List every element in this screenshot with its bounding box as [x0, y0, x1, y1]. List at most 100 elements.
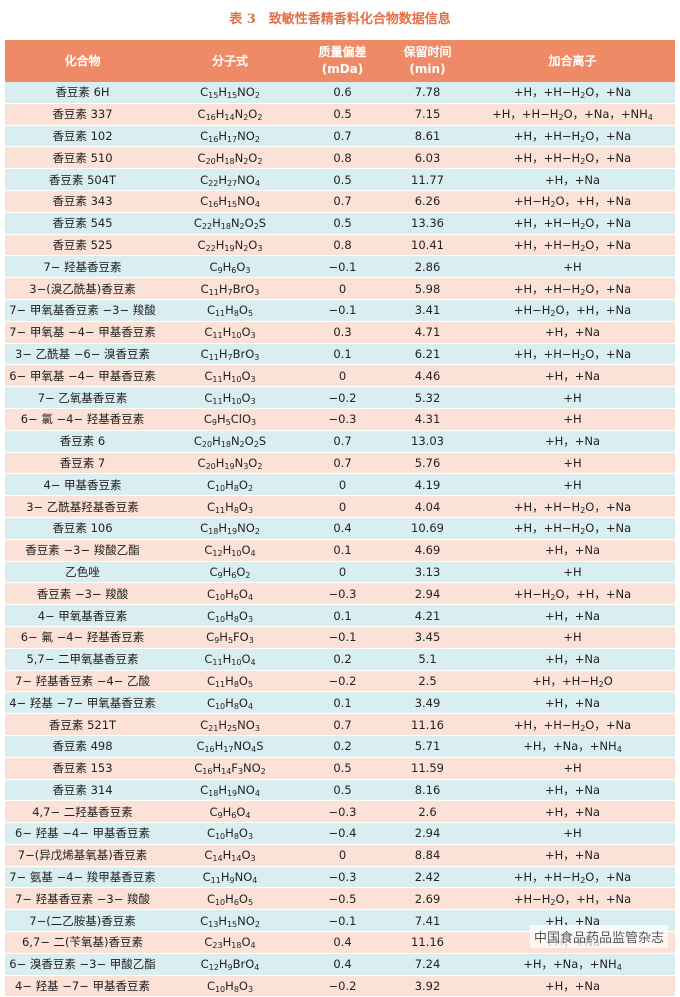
- table-cell: C11H8O5: [160, 299, 300, 322]
- table-cell: 4.04: [385, 495, 470, 518]
- table-cell: 6.26: [385, 190, 470, 213]
- table-cell: 3.41: [385, 299, 470, 322]
- table-cell: +H，+H−H2O，+Na: [470, 125, 675, 148]
- table-cell: +H: [470, 626, 675, 649]
- table-cell: 11.77: [385, 168, 470, 191]
- table-cell: −0.3: [300, 582, 385, 606]
- table-row: 4− 羟基 −7− 甲氧基香豆素 C10H8O4 0.1 3.49 +H，+Na: [5, 691, 675, 715]
- table-cell: 3.45: [385, 626, 470, 649]
- table-cell: +H−H2O，+H，+Na: [470, 887, 675, 911]
- table-cell: 6,7− 二(苄氧基)香豆素: [5, 931, 160, 954]
- table-row: 香豆素 6H C15H15NO2 0.6 7.78 +H，+H−H2O，+Na: [5, 82, 675, 104]
- table-cell: +H，+Na: [470, 648, 675, 671]
- table-cell: C10H6O4: [160, 582, 300, 606]
- table-cell: 13.03: [385, 430, 470, 453]
- table-cell: 4.69: [385, 539, 470, 562]
- table-cell: 6− 甲氧基 −4− 甲基香豆素: [5, 364, 160, 388]
- table-cell: 10.41: [385, 234, 470, 257]
- table-cell: C10H8O2: [160, 473, 300, 497]
- table-cell: +H: [470, 386, 675, 409]
- table-cell: +H，+Na: [470, 975, 675, 997]
- table-cell: 0.4: [300, 953, 385, 976]
- table-cell: 13.36: [385, 212, 470, 235]
- table-cell: 0.7: [300, 713, 385, 736]
- table-cell: 0.8: [300, 234, 385, 257]
- table-cell: C22H18N2O2S: [160, 212, 300, 235]
- table-cell: +H，+H−H2O，+Na: [470, 713, 675, 736]
- table-cell: 香豆素 106: [5, 517, 160, 540]
- table-cell: C21H25NO3: [160, 713, 300, 736]
- table-cell: 2.94: [385, 582, 470, 606]
- table-cell: C11H10O3: [160, 386, 300, 409]
- table-cell: C18H19NO4: [160, 779, 300, 802]
- table-cell: 7− 甲氧基香豆素 −3− 羧酸: [5, 299, 160, 322]
- table-cell: +H，+Na: [470, 539, 675, 562]
- table-cell: 7− 羟基香豆素: [5, 255, 160, 279]
- table-cell: 11.16: [385, 713, 470, 736]
- table-cell: −0.5: [300, 887, 385, 911]
- table-cell: C11H7BrO3: [160, 277, 300, 300]
- table-cell: 香豆素 6H: [5, 82, 160, 104]
- table-cell: C10H8O3: [160, 604, 300, 627]
- table-cell: 香豆素 314: [5, 779, 160, 802]
- table-cell: 7− 羟基香豆素 −3− 羧酸: [5, 887, 160, 911]
- table-cell: 3.49: [385, 691, 470, 715]
- table-row: 香豆素 7 C20H19N3O2 0.7 5.76 +H: [5, 452, 675, 475]
- table-cell: C11H10O3: [160, 321, 300, 344]
- table-cell: 0.7: [300, 430, 385, 453]
- table-cell: 0: [300, 364, 385, 388]
- table-cell: 3−(溴乙酰基)香豆素: [5, 277, 160, 300]
- table-row: 7− 甲氧基香豆素 −3− 羧酸 C11H8O5 −0.1 3.41 +H−H2O，+H…: [5, 299, 675, 322]
- header-row: 化合物 分子式 质量偏差 (mDa) 保留时间 (min) 加合离子: [5, 40, 675, 82]
- table-cell: 4.71: [385, 321, 470, 344]
- table-cell: 香豆素 7: [5, 452, 160, 475]
- table-cell: 0: [300, 277, 385, 300]
- table-row: 7− 羟基香豆素 −3− 羧酸 C10H6O5 −0.5 2.69 +H−H2O，+H，…: [5, 887, 675, 911]
- table-cell: 香豆素 510: [5, 146, 160, 170]
- table-cell: +H，+H−H2O，+Na: [470, 517, 675, 540]
- table-cell: 0.5: [300, 103, 385, 126]
- table-row: 香豆素 314 C18H19NO4 0.5 8.16 +H，+Na: [5, 779, 675, 802]
- table-cell: +H，+Na: [470, 800, 675, 824]
- table-cell: 8.16: [385, 779, 470, 802]
- table-cell: 2.5: [385, 670, 470, 693]
- table-row: 3−(溴乙酰基)香豆素 C11H7BrO3 0 5.98 +H，+H−H2O，+Na: [5, 277, 675, 300]
- table-cell: 香豆素 6: [5, 430, 160, 453]
- table-cell: 8.61: [385, 125, 470, 148]
- table-row: 香豆素 6 C20H18N2O2S 0.7 13.03 +H，+Na: [5, 430, 675, 453]
- table-cell: +H，+H−H2O，+Na: [470, 212, 675, 235]
- table-row: 香豆素 504T C22H27NO4 0.5 11.77 +H，+Na: [5, 168, 675, 191]
- table-cell: 11.16: [385, 931, 470, 954]
- table-row: 香豆素 −3− 羧酸乙酯 C12H10O4 0.1 4.69 +H，+Na: [5, 539, 675, 562]
- table-cell: 0.2: [300, 648, 385, 671]
- table-cell: +H: [470, 822, 675, 845]
- table-cell: 0: [300, 561, 385, 584]
- table-cell: 7.24: [385, 953, 470, 976]
- table-row: 7− 甲氧基 −4− 甲基香豆素 C11H10O3 0.3 4.71 +H，+Na: [5, 321, 675, 344]
- table-cell: 11.59: [385, 757, 470, 780]
- table-cell: +H: [470, 255, 675, 279]
- table-row: 香豆素 498 C16H17NO4S 0.2 5.71 +H，+Na，+NH4: [5, 735, 675, 758]
- table-cell: 7.15: [385, 103, 470, 126]
- table-cell: −0.2: [300, 386, 385, 409]
- table-cell: −0.1: [300, 909, 385, 933]
- table-cell: 7− 氨基 −4− 羧甲基香豆素: [5, 866, 160, 889]
- table-row: 6− 甲氧基 −4− 甲基香豆素 C11H10O3 0 4.46 +H，+Na: [5, 364, 675, 388]
- table-cell: +H，+Na: [470, 321, 675, 344]
- column-header: 分子式: [160, 40, 300, 82]
- table-cell: C18H19NO2: [160, 517, 300, 540]
- table-cell: C10H8O3: [160, 822, 300, 845]
- table-cell: 6.21: [385, 343, 470, 366]
- table-cell: 4.19: [385, 473, 470, 497]
- table-cell: C9H5FO3: [160, 626, 300, 649]
- table-cell: −0.1: [300, 626, 385, 649]
- table-row: 7− 氨基 −4− 羧甲基香豆素 C11H9NO4 −0.3 2.42 +H，+H−H2…: [5, 866, 675, 889]
- table-cell: 0.2: [300, 735, 385, 758]
- column-header: 化合物: [5, 40, 160, 82]
- table-cell: 0: [300, 844, 385, 867]
- table-cell: C10H8O3: [160, 975, 300, 997]
- table-row: 3− 乙酰基 −6− 溴香豆素 C11H7BrO3 0.1 6.21 +H，+H−H2O…: [5, 343, 675, 366]
- table-cell: C11H10O4: [160, 648, 300, 671]
- table-cell: 7.78: [385, 82, 470, 104]
- table-cell: 3− 乙酰基羟基香豆素: [5, 495, 160, 518]
